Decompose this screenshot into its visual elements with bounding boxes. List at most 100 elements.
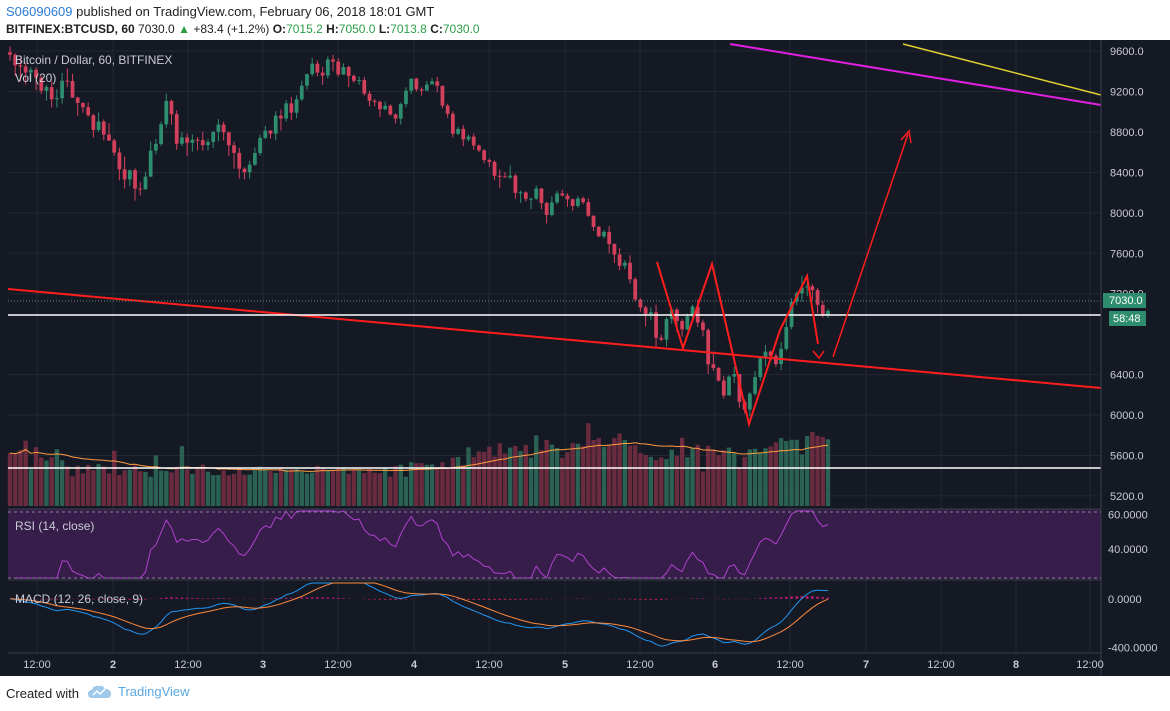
tradingview-brand-label: TradingView <box>118 684 190 699</box>
candle-body <box>148 150 153 177</box>
volume-bar <box>315 465 320 506</box>
high-label: H: <box>326 22 339 36</box>
candle-body <box>143 176 148 190</box>
open-label: O: <box>272 22 287 36</box>
candle-body <box>378 101 382 110</box>
volume-bar <box>507 447 513 506</box>
candle-body <box>440 85 445 106</box>
volume-bar <box>659 457 664 506</box>
volume-bar <box>612 438 617 506</box>
candle-body <box>701 322 705 331</box>
candle-body <box>820 304 825 315</box>
volume-bar <box>794 439 799 506</box>
symbol-ohlc: BITFINEX:BTCUSD, 60 7030.0 ▲ +83.4 (+1.2… <box>6 22 480 36</box>
candle-body <box>122 169 127 180</box>
volume-bar <box>466 447 471 506</box>
candle-body <box>404 90 408 105</box>
volume-bar <box>325 469 331 506</box>
candle-body <box>810 286 815 291</box>
volume-bar <box>554 448 560 506</box>
candle-body <box>529 198 533 200</box>
volume-bar <box>726 447 732 506</box>
volume-bar <box>549 444 555 506</box>
time-axis[interactable]: 12:00 2 12:00 3 12:00 4 12:00 5 12:00 6 12:00 7 12:0… <box>23 659 1104 671</box>
candle-body <box>560 193 565 196</box>
volume-bar <box>211 475 216 506</box>
volume-bar <box>539 450 544 506</box>
price-change: +83.4 (+1.2%) <box>193 22 270 36</box>
author-link[interactable]: S06090609 <box>6 4 73 19</box>
low-label: L: <box>378 22 391 36</box>
volume-bar <box>758 453 763 506</box>
time-tick-label: 5 <box>562 659 568 671</box>
volume-bar <box>565 452 570 506</box>
candle-body <box>570 199 575 206</box>
trading-chart[interactable]: Bitcoin / Dollar, 60, BITFINEX Vol (20) … <box>0 40 1170 676</box>
candle-body <box>362 80 367 94</box>
volume-bar <box>773 442 779 506</box>
candle-body <box>164 100 169 125</box>
candle-body <box>607 232 612 245</box>
volume-bar <box>153 455 159 506</box>
change-up-icon: ▲ <box>178 22 190 36</box>
volume-bar <box>200 464 205 506</box>
tradingview-brand[interactable]: TradingView <box>88 684 190 699</box>
candle-body <box>815 290 820 305</box>
volume-bar <box>18 450 23 506</box>
volume-bar <box>80 473 86 506</box>
volume-bar <box>226 475 232 506</box>
volume-bar <box>393 465 398 506</box>
volume-bar <box>653 460 659 506</box>
candle-body <box>263 130 268 138</box>
published-text: published on TradingView.com, February 0… <box>72 4 435 19</box>
volume-bar <box>700 471 706 506</box>
candle-body <box>221 124 226 133</box>
candle-body <box>549 202 554 216</box>
volume-bar <box>648 456 654 506</box>
volume-bar <box>174 466 179 506</box>
volume-bar <box>440 462 445 506</box>
volume-bar <box>164 470 169 506</box>
volume-bar <box>445 467 450 506</box>
candle-body <box>435 81 440 86</box>
candle-body <box>107 134 111 141</box>
price-tick-label: 6400.0 <box>1110 370 1144 382</box>
volume-bar <box>622 439 627 506</box>
candle-body <box>612 244 617 255</box>
candle-body <box>456 128 460 134</box>
volume-bar <box>283 469 289 506</box>
high-value: 7050.0 <box>338 22 376 36</box>
candle-body <box>253 153 257 165</box>
volume-bar <box>299 471 304 506</box>
publish-header: S06090609 published on TradingView.com, … <box>0 0 1170 40</box>
candle-body <box>539 188 544 204</box>
volume-bar <box>424 464 430 506</box>
volume-bar <box>127 469 133 506</box>
volume-bar <box>294 468 299 506</box>
candle-body <box>398 104 403 119</box>
volume-bar <box>221 470 226 506</box>
candle-body <box>477 145 481 151</box>
candle-body <box>346 67 351 76</box>
volume-bar <box>65 466 70 506</box>
candle-body <box>826 310 830 315</box>
candle-body <box>768 351 773 356</box>
candle-body <box>779 348 783 365</box>
volume-bar <box>633 445 638 506</box>
candle-body <box>195 139 200 141</box>
macd-line <box>9 582 828 647</box>
volume-bar <box>820 437 825 506</box>
volume-bar <box>455 457 461 506</box>
candle-body <box>367 93 372 101</box>
candle-body <box>424 84 429 91</box>
volume-bars <box>7 423 831 506</box>
volume-bar <box>669 449 674 506</box>
volume-bar <box>815 435 820 506</box>
drawings <box>7 43 1102 469</box>
candle-body <box>753 377 757 394</box>
candle-body <box>23 66 28 73</box>
candle-body <box>711 364 716 368</box>
volume-bar <box>664 459 669 506</box>
volume-bar <box>278 467 284 506</box>
countdown-tag-label: 58:48 <box>1113 313 1141 325</box>
